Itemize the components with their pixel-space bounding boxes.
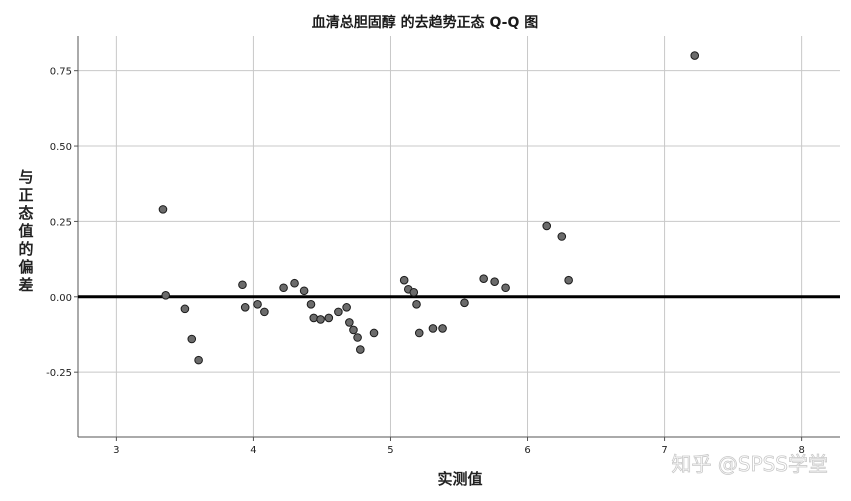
data-point [180,304,190,314]
data-point [542,221,552,231]
data-point [238,280,247,290]
data-point [316,315,325,324]
data-point [306,300,316,309]
y-axis-title: 与正态值的偏差 [18,168,33,294]
data-point [309,313,319,323]
data-point [342,303,351,312]
watermark-text: 知乎 @SPSS学堂 [671,452,828,476]
data-point [438,324,447,333]
x-axis-title: 实测值 [437,470,482,488]
y-tick-label: 0.75 [50,67,72,78]
y-axis-title-char: 差 [18,276,33,294]
data-point [501,283,510,293]
data-point [399,275,409,285]
x-tick-labels: 3 4 5 6 7 8 [113,437,805,456]
plot-area [78,36,840,437]
y-tick-label: 0.00 [50,293,72,304]
y-tick-labels: 0.75 0.50 0.25 0.00 -0.25 [46,67,78,379]
data-point [564,275,573,285]
data-point [279,283,288,293]
data-point [356,345,365,354]
data-point [690,51,700,60]
data-point [460,298,469,308]
y-axis-title-char: 值 [18,222,33,240]
data-point [490,277,499,287]
x-tick-label: 7 [661,445,667,456]
data-point [428,324,438,333]
data-point [369,328,379,338]
x-tick-label: 8 [798,445,804,456]
data-point [412,300,421,309]
y-tick-label: 0.25 [50,217,72,228]
data-point [349,325,358,335]
data-point [324,313,334,323]
data-points [158,51,700,365]
y-tick-label: 0.50 [50,142,72,153]
y-axis-title-char: 正 [18,186,33,204]
x-tick-label: 6 [524,445,530,456]
data-point [479,274,488,284]
data-point [414,328,424,338]
data-point [409,287,419,297]
y-axis-title-char: 的 [18,240,33,258]
chart-title: 血清总胆固醇 的去趋势正态 Q-Q 图 [312,14,539,31]
data-point [161,290,171,300]
data-point [299,286,309,296]
y-axis-title-char: 态 [18,204,33,222]
data-point [158,205,168,214]
data-point [345,318,354,327]
x-tick-label: 3 [113,445,119,456]
x-tick-label: 4 [250,445,256,456]
data-point [557,232,567,241]
data-point [334,307,343,317]
data-point [240,303,250,312]
data-point [290,278,299,288]
y-tick-label: -0.25 [46,368,72,379]
y-axis-title-char: 偏 [18,258,33,276]
data-point [353,333,362,342]
x-tick-label: 5 [387,445,393,456]
data-point [260,307,269,317]
data-point [253,300,262,309]
data-point [194,355,203,365]
data-point [187,334,197,344]
y-axis-title-char: 与 [18,168,33,186]
